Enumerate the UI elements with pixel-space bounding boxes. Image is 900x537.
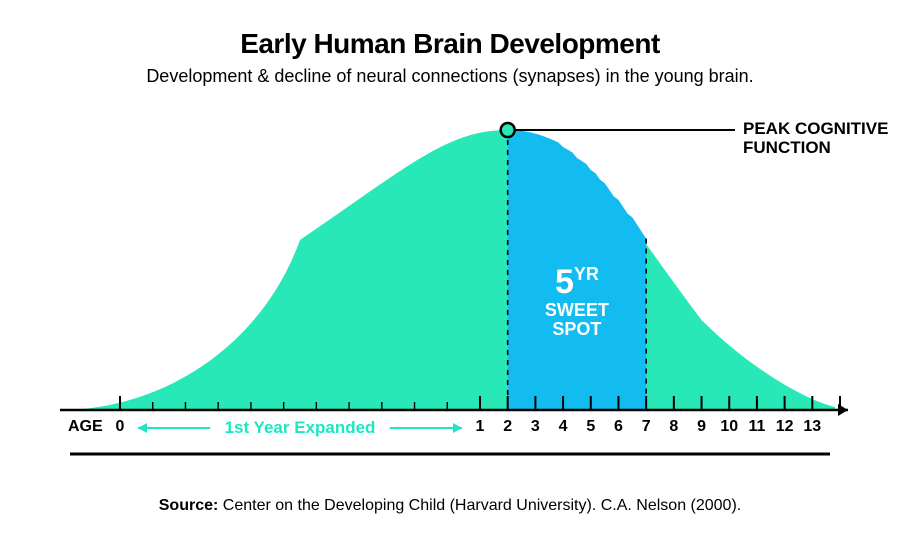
expanded-label: 1st Year Expanded (225, 418, 376, 438)
tick-label-1: 1 (476, 418, 485, 436)
tick-label-9: 9 (697, 418, 706, 436)
tick-label-8: 8 (669, 418, 678, 436)
source-prefix: Source: (159, 497, 219, 514)
peak-marker (501, 123, 515, 137)
tick-label-4: 4 (559, 418, 568, 436)
axis-label-age: AGE (68, 418, 103, 436)
expanded-arrowhead-right (453, 423, 462, 433)
tick-label-11: 11 (748, 418, 765, 436)
tick-label-12: 12 (776, 418, 794, 436)
tick-label-13: 13 (803, 418, 821, 436)
tick-label-2: 2 (503, 418, 512, 436)
chart-container: Early Human Brain Development Developmen… (0, 0, 900, 537)
expanded-arrowhead-left (138, 423, 147, 433)
tick-label-7: 7 (642, 418, 651, 436)
chart-area: AGE0123456789101112131st Year Expanded5Y… (40, 120, 860, 420)
chart-title: Early Human Brain Development (0, 28, 900, 60)
tick-label-0: 0 (116, 418, 125, 436)
tick-label-6: 6 (614, 418, 623, 436)
source-line: Source: Center on the Developing Child (… (0, 497, 900, 515)
sweet-spot-label: 5YRSWEETSPOT (545, 265, 609, 338)
tick-label-3: 3 (531, 418, 540, 436)
source-text: Center on the Developing Child (Harvard … (223, 497, 741, 514)
peak-label: PEAK COGNITIVEFUNCTION (743, 120, 888, 157)
chart-svg (40, 120, 860, 420)
tick-label-10: 10 (720, 418, 738, 436)
chart-subtitle: Development & decline of neural connecti… (0, 66, 900, 87)
area-curve (65, 130, 835, 410)
tick-label-5: 5 (586, 418, 595, 436)
